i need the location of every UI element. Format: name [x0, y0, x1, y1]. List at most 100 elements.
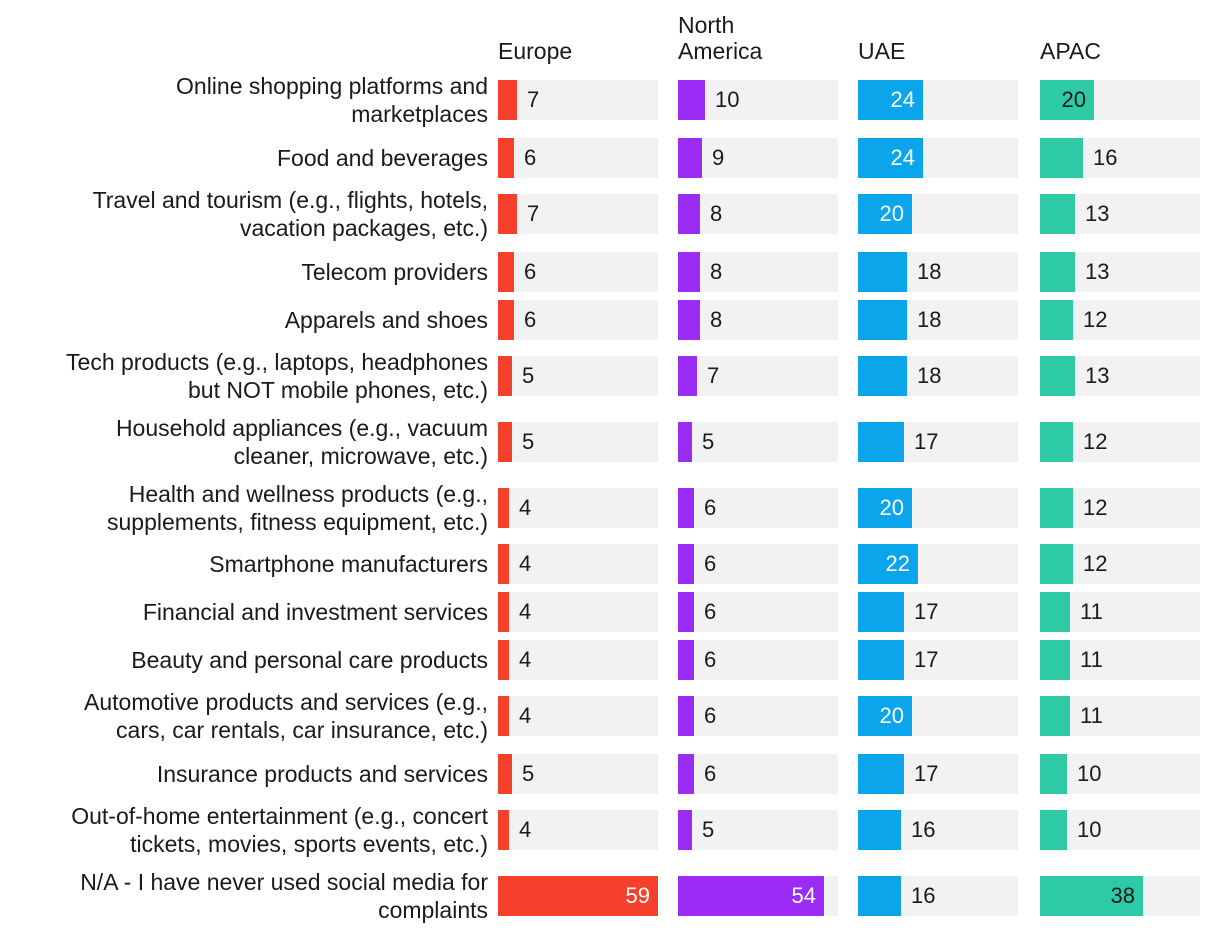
data-label: 10 [1077, 761, 1102, 786]
data-label: 4 [519, 703, 532, 728]
category-label: Health and wellness products (e.g., suppl… [0, 472, 488, 544]
data-label: 6 [524, 145, 537, 170]
bar-track: 13 [1040, 252, 1200, 292]
bar-apac [1040, 754, 1067, 794]
bar-north-america [678, 544, 694, 584]
category-label-line: cars, car rentals, car insurance, etc.) [116, 717, 488, 743]
bar-track: 6 [678, 488, 838, 528]
bar-north-america [678, 80, 705, 120]
category-label-line: Financial and investment services [142, 599, 488, 625]
bar-uae [858, 80, 923, 120]
category-label-line: Travel and tourism (e.g., flights, hotel… [92, 187, 488, 213]
data-label: 11 [1080, 599, 1103, 624]
category-label-line: supplements, fitness equipment, etc.) [107, 509, 488, 535]
category-label-line: but NOT mobile phones, etc.) [188, 377, 488, 403]
bar-apac [1040, 138, 1083, 178]
category-label-line: Automotive products and services (e.g., [84, 689, 488, 715]
bar-track: 5 [678, 810, 838, 850]
bar-track: 12 [1040, 300, 1200, 340]
bar-track: 4 [498, 488, 658, 528]
category-label-line: Food and beverages [277, 145, 488, 171]
data-label: 5 [522, 429, 535, 454]
bar-uae [858, 810, 901, 850]
category-label-line: Smartphone manufacturers [209, 551, 488, 577]
data-label: 6 [524, 307, 537, 332]
bar-uae [858, 300, 907, 340]
category-label: Telecom providers [0, 236, 488, 308]
bar-north-america [678, 754, 694, 794]
category-label: Apparels and shoes [0, 284, 488, 356]
bar-north-america [678, 422, 692, 462]
bar-track: 8 [678, 252, 838, 292]
bar-europe [498, 80, 517, 120]
bar-track: 13 [1040, 356, 1200, 396]
bar-uae [858, 422, 904, 462]
data-label: 13 [1085, 259, 1110, 284]
bar-apac [1040, 488, 1073, 528]
bar-track: 7 [678, 356, 838, 396]
bar-apac [1040, 876, 1143, 916]
data-label: 24 [890, 145, 915, 170]
bar-apac [1040, 356, 1075, 396]
data-label: 17 [914, 599, 939, 624]
data-label: 6 [524, 259, 537, 284]
data-label: 38 [1110, 883, 1135, 908]
data-label: 17 [914, 429, 939, 454]
bar-north-america [678, 696, 694, 736]
data-label: 13 [1085, 201, 1110, 226]
data-label: 12 [1083, 307, 1108, 332]
bar-track: 11 [1040, 640, 1200, 680]
bar-track: 17 [858, 754, 1018, 794]
bar-track: 6 [678, 544, 838, 584]
bar-north-america [678, 252, 700, 292]
data-label: 16 [1093, 145, 1118, 170]
bar-north-america [678, 194, 700, 234]
data-label: 6 [704, 703, 717, 728]
data-label: 5 [702, 817, 715, 842]
bar-track: 17 [858, 592, 1018, 632]
data-label: 6 [704, 551, 717, 576]
data-label: 4 [519, 817, 532, 842]
bar-europe [498, 876, 658, 916]
bar-track: 13 [1040, 194, 1200, 234]
data-label: 18 [917, 363, 942, 388]
bar-europe [498, 488, 509, 528]
bar-track: 22 [858, 544, 1018, 584]
bar-track: 59 [498, 876, 658, 916]
category-label-line: vacation packages, etc.) [239, 215, 488, 241]
bar-track: 20 [858, 194, 1018, 234]
data-label: 54 [791, 883, 816, 908]
bar-track: 20 [858, 696, 1018, 736]
category-label: Food and beverages [0, 122, 488, 194]
bar-track: 16 [858, 876, 1018, 916]
bar-track: 18 [858, 252, 1018, 292]
bar-north-america [678, 876, 824, 916]
bar-north-america [678, 300, 700, 340]
data-label: 5 [522, 363, 535, 388]
bar-track: 7 [498, 80, 658, 120]
bar-uae [858, 488, 912, 528]
bar-track: 6 [678, 592, 838, 632]
bar-track: 4 [498, 592, 658, 632]
category-label: Tech products (e.g., laptops, headphones… [0, 340, 488, 412]
bar-track: 12 [1040, 488, 1200, 528]
data-label: 8 [710, 259, 723, 284]
data-label: 4 [519, 495, 532, 520]
category-label-line: Apparels and shoes [284, 307, 488, 333]
bar-track: 4 [498, 544, 658, 584]
data-label: 10 [1077, 817, 1102, 842]
bar-apac [1040, 300, 1073, 340]
bar-track: 8 [678, 300, 838, 340]
data-label: 16 [911, 817, 936, 842]
data-label: 22 [885, 551, 910, 576]
bar-apac [1040, 592, 1070, 632]
bar-north-america [678, 138, 702, 178]
bar-europe [498, 252, 514, 292]
data-label: 6 [704, 761, 717, 786]
bar-track: 16 [858, 810, 1018, 850]
category-label-line: Online shopping platforms and [176, 73, 488, 99]
bar-track: 5 [498, 754, 658, 794]
bar-track: 16 [1040, 138, 1200, 178]
bar-apac [1040, 544, 1073, 584]
bar-track: 5 [498, 356, 658, 396]
